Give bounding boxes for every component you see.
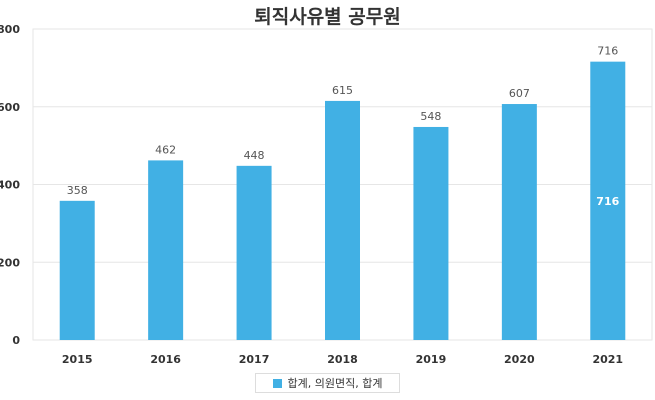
x-tick-label: 2015 bbox=[62, 353, 93, 366]
data-label: 615 bbox=[332, 84, 353, 97]
bar bbox=[236, 165, 272, 340]
x-tick-label: 2017 bbox=[239, 353, 270, 366]
data-label: 548 bbox=[420, 110, 441, 123]
y-tick-label: 0 bbox=[12, 334, 20, 347]
bar bbox=[501, 104, 537, 340]
data-label: 462 bbox=[155, 143, 176, 156]
x-tick-label: 2020 bbox=[504, 353, 535, 366]
bar bbox=[413, 126, 449, 340]
x-tick-label: 2016 bbox=[150, 353, 181, 366]
data-label: 607 bbox=[509, 87, 530, 100]
y-tick-label: 800 bbox=[0, 23, 20, 36]
y-tick-label: 600 bbox=[0, 101, 20, 114]
data-label: 358 bbox=[67, 184, 88, 197]
legend[interactable]: 합계, 의원면직, 합계 bbox=[255, 373, 400, 393]
x-tick-label: 2018 bbox=[327, 353, 358, 366]
x-tick-label: 2019 bbox=[416, 353, 447, 366]
bar bbox=[148, 160, 184, 340]
bar bbox=[325, 100, 360, 340]
y-tick-label: 400 bbox=[0, 179, 20, 192]
inside-bar-label: 716 bbox=[596, 195, 619, 208]
y-tick-label: 200 bbox=[0, 256, 20, 269]
data-label: 448 bbox=[244, 149, 265, 162]
x-tick-label: 2021 bbox=[592, 353, 623, 366]
legend-label: 합계, 의원면직, 합계 bbox=[287, 377, 383, 390]
bar bbox=[590, 61, 626, 340]
legend-swatch bbox=[272, 378, 282, 388]
chart-title: 퇴직사유별 공무원 bbox=[254, 6, 401, 28]
bar bbox=[59, 200, 95, 340]
data-label: 716 bbox=[597, 45, 618, 58]
